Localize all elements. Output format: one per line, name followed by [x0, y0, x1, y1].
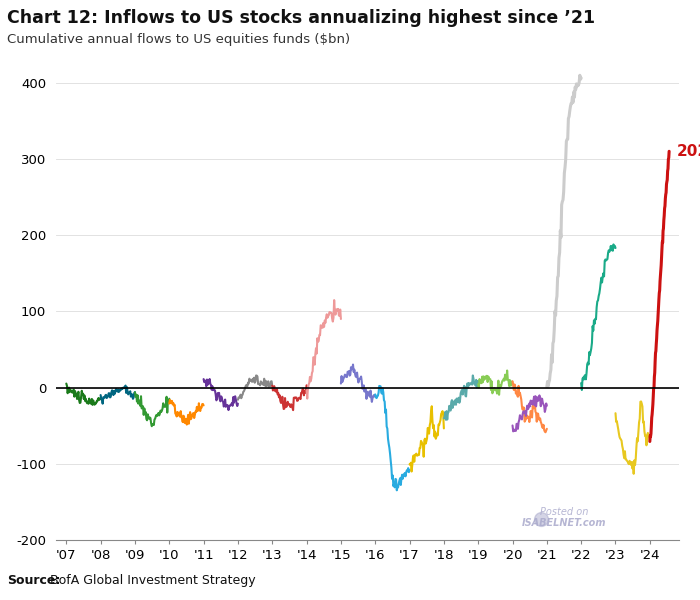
Text: BofA Global Investment Strategy: BofA Global Investment Strategy: [46, 574, 255, 587]
Text: 2024: 2024: [677, 144, 700, 159]
Text: Posted on: Posted on: [540, 507, 588, 517]
Text: ISABELNET.com: ISABELNET.com: [522, 518, 606, 528]
Text: Chart 12: Inflows to US stocks annualizing highest since ’21: Chart 12: Inflows to US stocks annualizi…: [7, 9, 595, 27]
Text: Source:: Source:: [7, 574, 60, 587]
Text: Cumulative annual flows to US equities funds ($bn): Cumulative annual flows to US equities f…: [7, 33, 350, 46]
